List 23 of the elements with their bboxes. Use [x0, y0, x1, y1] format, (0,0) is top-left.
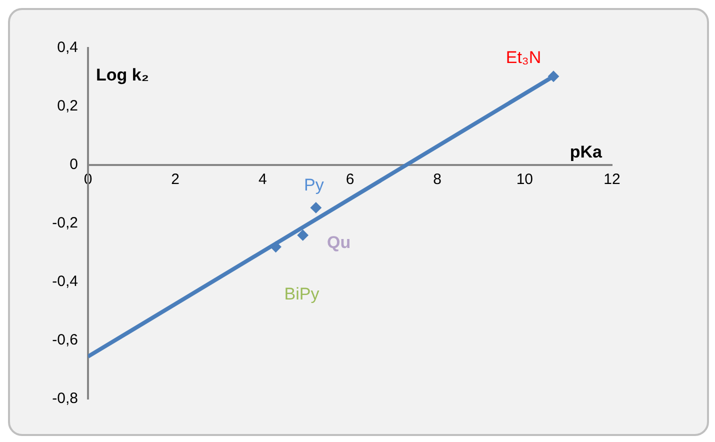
y-tick-label: -0,2 [52, 214, 78, 232]
y-tick-label: -0,4 [52, 273, 78, 290]
point [297, 230, 308, 241]
x-axis-title: pKa [570, 142, 603, 162]
x-tick-label: 10 [516, 171, 534, 188]
y-tick-label: -0,6 [52, 332, 78, 349]
x-tick-label: 6 [346, 171, 354, 188]
x-tick-label: 8 [433, 171, 442, 188]
annotation: BiPy [284, 284, 320, 304]
point [548, 70, 559, 82]
y-tick-label: 0,2 [57, 98, 78, 115]
y-tick-label: 0,4 [57, 39, 78, 56]
y-axis-title: Log k₂ [96, 66, 149, 85]
point [310, 202, 322, 214]
x-tick-label: 12 [604, 171, 620, 188]
annotation: Qu [327, 232, 351, 252]
x-tick-label: 4 [258, 171, 267, 188]
point [270, 241, 282, 252]
x-tick-label: 2 [171, 171, 180, 188]
y-tick-label: 0 [70, 156, 78, 174]
annotation: Py [304, 175, 324, 194]
annotation: Et₃N [506, 48, 542, 68]
y-tick-label: -0,8 [52, 390, 78, 408]
